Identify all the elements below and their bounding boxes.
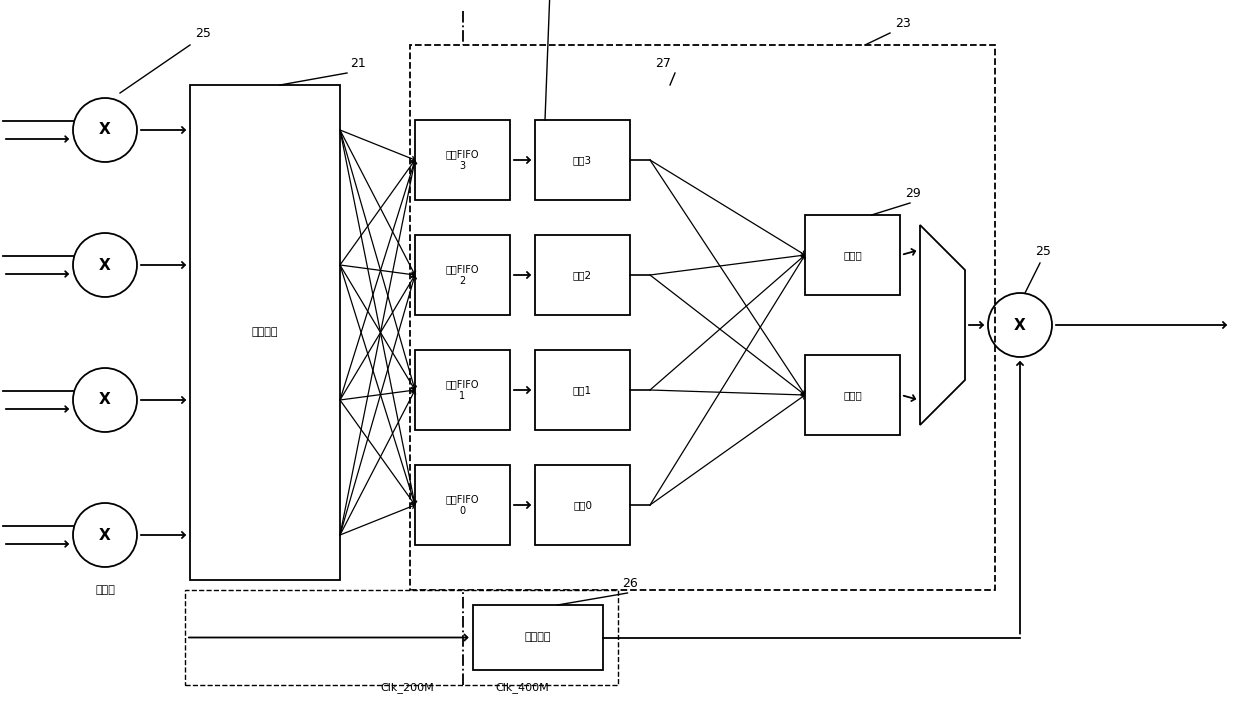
Bar bbox=[805, 215, 900, 295]
Text: 求和2: 求和2 bbox=[573, 270, 591, 280]
Text: X: X bbox=[99, 393, 110, 407]
Text: 21: 21 bbox=[350, 57, 366, 70]
Bar bbox=[415, 350, 510, 430]
Text: X: X bbox=[99, 257, 110, 273]
Text: 异步FIFO
3: 异步FIFO 3 bbox=[445, 149, 479, 171]
Text: 数据分发: 数据分发 bbox=[252, 328, 278, 338]
Bar bbox=[410, 45, 994, 590]
Bar bbox=[415, 120, 510, 200]
Text: 异步FIFO
2: 异步FIFO 2 bbox=[445, 264, 479, 286]
Text: 排序器: 排序器 bbox=[843, 250, 862, 260]
Bar bbox=[534, 235, 630, 315]
Text: 求和0: 求和0 bbox=[573, 500, 591, 510]
Text: 29: 29 bbox=[905, 187, 921, 200]
Text: Crossba
r: Crossba r bbox=[682, 313, 754, 352]
Text: 27: 27 bbox=[655, 57, 671, 70]
Text: 23: 23 bbox=[895, 17, 910, 30]
Text: Clk_400M: Clk_400M bbox=[496, 682, 549, 693]
Text: Clk_200M: Clk_200M bbox=[381, 682, 434, 693]
Bar bbox=[805, 355, 900, 435]
Text: X: X bbox=[1014, 317, 1025, 333]
Text: X: X bbox=[99, 123, 110, 137]
Text: 求和3: 求和3 bbox=[573, 155, 591, 165]
Text: 异步FIFO
1: 异步FIFO 1 bbox=[445, 379, 479, 401]
Bar bbox=[472, 605, 603, 670]
Text: 异步FIFO
0: 异步FIFO 0 bbox=[445, 494, 479, 516]
Text: 25: 25 bbox=[1035, 245, 1050, 258]
Bar bbox=[534, 465, 630, 545]
Text: 25: 25 bbox=[195, 27, 211, 40]
Bar bbox=[534, 350, 630, 430]
Text: X: X bbox=[99, 527, 110, 543]
Bar bbox=[185, 590, 618, 685]
Text: 排序器: 排序器 bbox=[843, 390, 862, 400]
Bar bbox=[190, 85, 340, 580]
Text: 26: 26 bbox=[622, 577, 639, 590]
Bar bbox=[415, 235, 510, 315]
Bar bbox=[650, 85, 785, 580]
Bar bbox=[415, 465, 510, 545]
Text: 尾数存储: 尾数存储 bbox=[525, 632, 551, 642]
Text: 求和1: 求和1 bbox=[573, 385, 591, 395]
Bar bbox=[534, 120, 630, 200]
Text: 乘法器: 乘法器 bbox=[95, 585, 115, 595]
